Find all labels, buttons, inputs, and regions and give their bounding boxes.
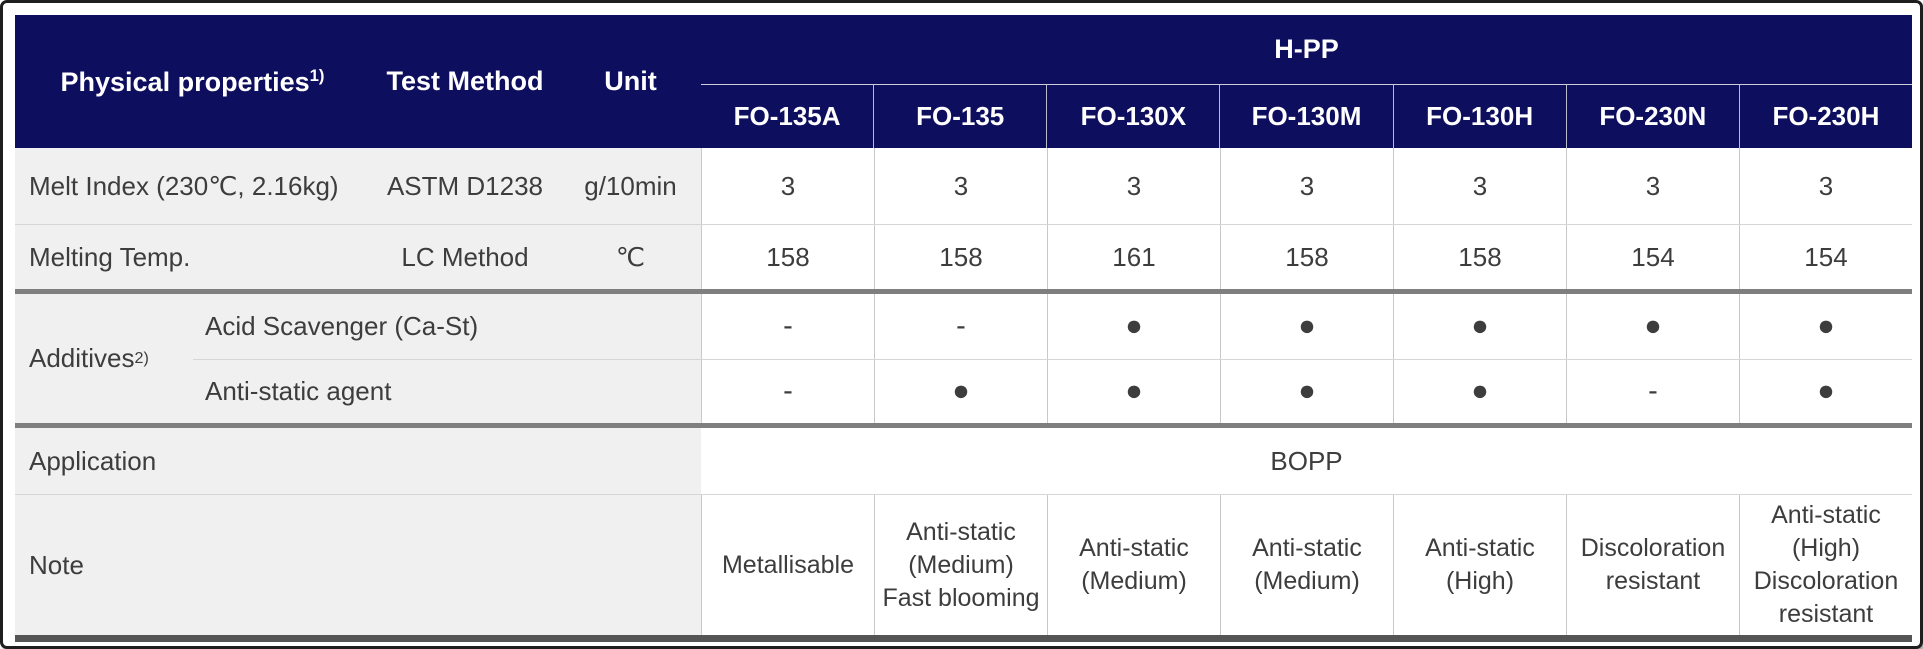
anti-static-agent-value: ●	[1047, 360, 1220, 423]
melt-index-value: 3	[1739, 148, 1912, 224]
melt-index-value: 3	[874, 148, 1047, 224]
melt-index-property: Melt Index (230℃, 2.16kg)	[29, 170, 339, 201]
header-grade-fo-230h: FO-230H	[1738, 85, 1912, 148]
melt-index-labels: Melt Index (230℃, 2.16kg) ASTM D1238 g/1…	[15, 148, 701, 224]
melt-index-value: 3	[701, 148, 874, 224]
row-divider	[15, 494, 1912, 495]
section-divider	[15, 423, 1912, 428]
additives-label-footnote: 2)	[134, 349, 149, 367]
acid-scavenger-value: ●	[1393, 294, 1566, 359]
additives-section: Additives 2) Acid Scavenger (Ca-St) - - ●…	[15, 294, 1912, 423]
melt-index-values: 3 3 3 3 3 3 3	[701, 148, 1912, 224]
melting-temp-value: 158	[701, 225, 874, 289]
acid-scavenger-value: -	[701, 294, 874, 359]
anti-static-agent-value: -	[701, 360, 874, 423]
note-label: Note	[29, 549, 84, 580]
note-value: Anti-static (Medium) Fast blooming	[874, 495, 1047, 635]
header-grade-row: FO-135A FO-135 FO-130X FO-130M FO-130H F…	[701, 85, 1912, 148]
melting-temp-labels: Melting Temp. LC Method ℃	[15, 225, 701, 289]
melting-temp-property: Melting Temp.	[29, 241, 191, 272]
melting-temp-unit: ℃	[615, 241, 646, 272]
header-physical-properties-footnote: 1)	[309, 65, 325, 85]
header-physical-properties: Physical properties1)	[15, 66, 370, 98]
application-labels: Application	[15, 428, 701, 494]
melt-index-value: 3	[1220, 148, 1393, 224]
anti-static-agent-value: ●	[1220, 360, 1393, 423]
header-grade-fo-135a: FO-135A	[733, 101, 841, 131]
header-grade-section: H-PP FO-135A FO-135 FO-130X FO-130M FO-1…	[701, 15, 1912, 148]
melt-index-value: 3	[1566, 148, 1739, 224]
acid-scavenger-value: -	[874, 294, 1047, 359]
header-grade-fo-130h: FO-130H	[1392, 85, 1566, 148]
table-header: Physical properties1) Test Method Unit H…	[15, 15, 1912, 148]
note-value: Metallisable	[701, 495, 874, 635]
acid-scavenger-value: ●	[1566, 294, 1739, 359]
melting-temp-value: 154	[1566, 225, 1739, 289]
application-value: BOPP	[701, 428, 1912, 494]
anti-static-agent-values: - ● ● ● ● - ●	[701, 360, 1912, 423]
acid-scavenger-value: ●	[1047, 294, 1220, 359]
additives-group-label: Additives 2)	[15, 294, 193, 423]
acid-scavenger-value: ●	[1739, 294, 1912, 359]
header-unit: Unit	[604, 66, 657, 96]
note-value: Anti-static (Medium)	[1047, 495, 1220, 635]
section-divider	[15, 289, 1912, 294]
anti-static-agent-value: -	[1566, 360, 1739, 423]
melt-index-method: ASTM D1238	[386, 170, 544, 201]
melting-temp-method: LC Method	[401, 241, 529, 272]
melting-temp-value: 161	[1047, 225, 1220, 289]
header-group-hpp: H-PP	[701, 15, 1912, 85]
note-value: Anti-static (Medium)	[1220, 495, 1393, 635]
header-grade-fo-230n: FO-230N	[1565, 85, 1739, 148]
table-row-note: Note Metallisable Anti-static (Medium) F…	[15, 495, 1912, 635]
header-physical-properties-text: Physical properties	[60, 66, 310, 97]
anti-static-agent-value: ●	[874, 360, 1047, 423]
note-labels: Note	[15, 495, 701, 635]
acid-scavenger-label: Acid Scavenger (Ca-St)	[193, 294, 701, 359]
note-value: Discoloration resistant	[1566, 495, 1739, 635]
acid-scavenger-values: - - ● ● ● ● ●	[701, 294, 1912, 359]
melting-temp-value: 154	[1739, 225, 1912, 289]
header-grade-fo-130m: FO-130M	[1219, 85, 1392, 148]
header-left-section: Physical properties1) Test Method Unit	[15, 15, 701, 148]
anti-static-agent-value: ●	[1393, 360, 1566, 423]
melt-index-value: 3	[1393, 148, 1566, 224]
anti-static-agent-label: Anti-static agent	[193, 360, 701, 423]
row-divider	[15, 224, 1912, 225]
additives-rows: Acid Scavenger (Ca-St) - - ● ● ● ● ● Ant…	[193, 294, 1912, 423]
table-row-anti-static-agent: Anti-static agent - ● ● ● ● - ●	[193, 360, 1912, 423]
table-bottom-border	[15, 635, 1912, 642]
application-label: Application	[29, 445, 157, 476]
table-row-application: Application BOPP	[15, 428, 1912, 494]
melting-temp-value: 158	[874, 225, 1047, 289]
anti-static-agent-value: ●	[1739, 360, 1912, 423]
note-value: Anti-static (High) Discoloration resista…	[1739, 495, 1912, 635]
note-value: Anti-static (High)	[1393, 495, 1566, 635]
additives-label-text: Additives	[29, 343, 135, 373]
melting-temp-values: 158 158 161 158 158 154 154	[701, 225, 1912, 289]
note-values: Metallisable Anti-static (Medium) Fast b…	[701, 495, 1912, 635]
additives-sub-divider	[193, 359, 1912, 360]
melt-index-unit: g/10min	[584, 170, 677, 201]
melt-index-value: 3	[1047, 148, 1220, 224]
header-test-method: Test Method	[386, 66, 544, 96]
table-row-melt-index: Melt Index (230℃, 2.16kg) ASTM D1238 g/1…	[15, 148, 1912, 224]
acid-scavenger-value: ●	[1220, 294, 1393, 359]
header-grade-fo-135: FO-135	[873, 85, 1046, 148]
table-row-acid-scavenger: Acid Scavenger (Ca-St) - - ● ● ● ● ●	[193, 294, 1912, 359]
melting-temp-value: 158	[1220, 225, 1393, 289]
product-spec-table: Physical properties1) Test Method Unit H…	[15, 15, 1912, 642]
table-row-melting-temp: Melting Temp. LC Method ℃ 158 158 161 15…	[15, 225, 1912, 289]
melting-temp-value: 158	[1393, 225, 1566, 289]
header-grade-fo-130x: FO-130X	[1046, 85, 1219, 148]
